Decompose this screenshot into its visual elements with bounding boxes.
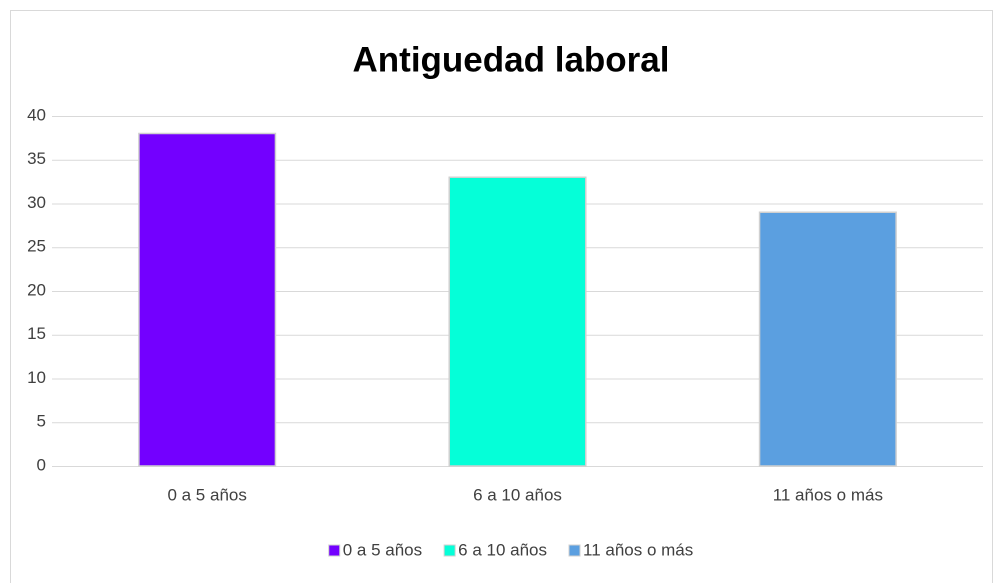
legend-swatch (568, 544, 581, 557)
x-tick-label: 11 años o más (773, 485, 883, 504)
legend-swatch (328, 544, 341, 557)
bar (758, 211, 897, 467)
legend: 0 a 5 años 6 a 10 años 11 años o más (328, 540, 693, 559)
y-tick-label: 40 (27, 105, 46, 124)
chart-title: Antiguedad laboral (353, 40, 670, 79)
bar (448, 176, 587, 467)
y-tick-label: 25 (27, 237, 46, 256)
y-tick-label: 20 (27, 280, 46, 299)
y-tick-label: 10 (27, 368, 46, 387)
x-tick-label: 0 a 5 años (167, 485, 246, 504)
legend-label: 6 a 10 años (458, 540, 547, 559)
bar (138, 132, 277, 467)
y-tick-label: 0 (37, 455, 46, 474)
y-tick-label: 35 (27, 149, 46, 168)
y-tick-label: 30 (27, 193, 46, 212)
y-tick-label: 5 (37, 412, 46, 431)
y-tick-label: 15 (27, 324, 46, 343)
legend-swatch (443, 544, 456, 557)
legend-label: 0 a 5 años (343, 540, 422, 559)
legend-label: 11 años o más (583, 540, 693, 559)
x-tick-label: 6 a 10 años (473, 485, 562, 504)
